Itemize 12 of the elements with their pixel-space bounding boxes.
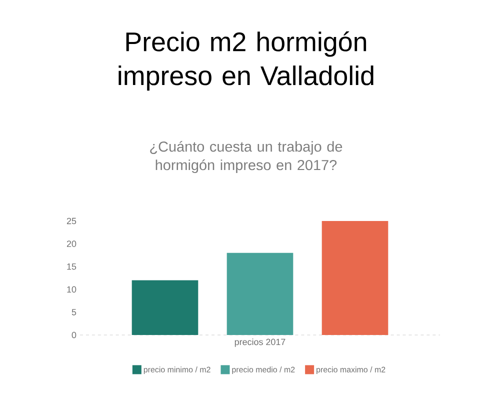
y-tick-label: 5 bbox=[72, 309, 76, 316]
y-tick-label: 10 bbox=[67, 286, 76, 293]
y-tick-label: 0 bbox=[72, 332, 76, 338]
y-tick-label: 15 bbox=[67, 263, 76, 270]
bar bbox=[322, 221, 388, 335]
bar bbox=[132, 280, 198, 335]
chart-title: Precio m2 hormigón impreso en Valladolid bbox=[118, 31, 374, 91]
bar bbox=[226, 252, 294, 335]
x-tick-label: precios 2017 bbox=[234, 338, 286, 347]
y-tick-label: 25 bbox=[66, 218, 76, 224]
chart-subtitle: ¿Cuánto cuesta un trabajo de hormigón impreso en 2017? bbox=[150, 140, 342, 174]
y-tick-label: 20 bbox=[66, 240, 76, 247]
